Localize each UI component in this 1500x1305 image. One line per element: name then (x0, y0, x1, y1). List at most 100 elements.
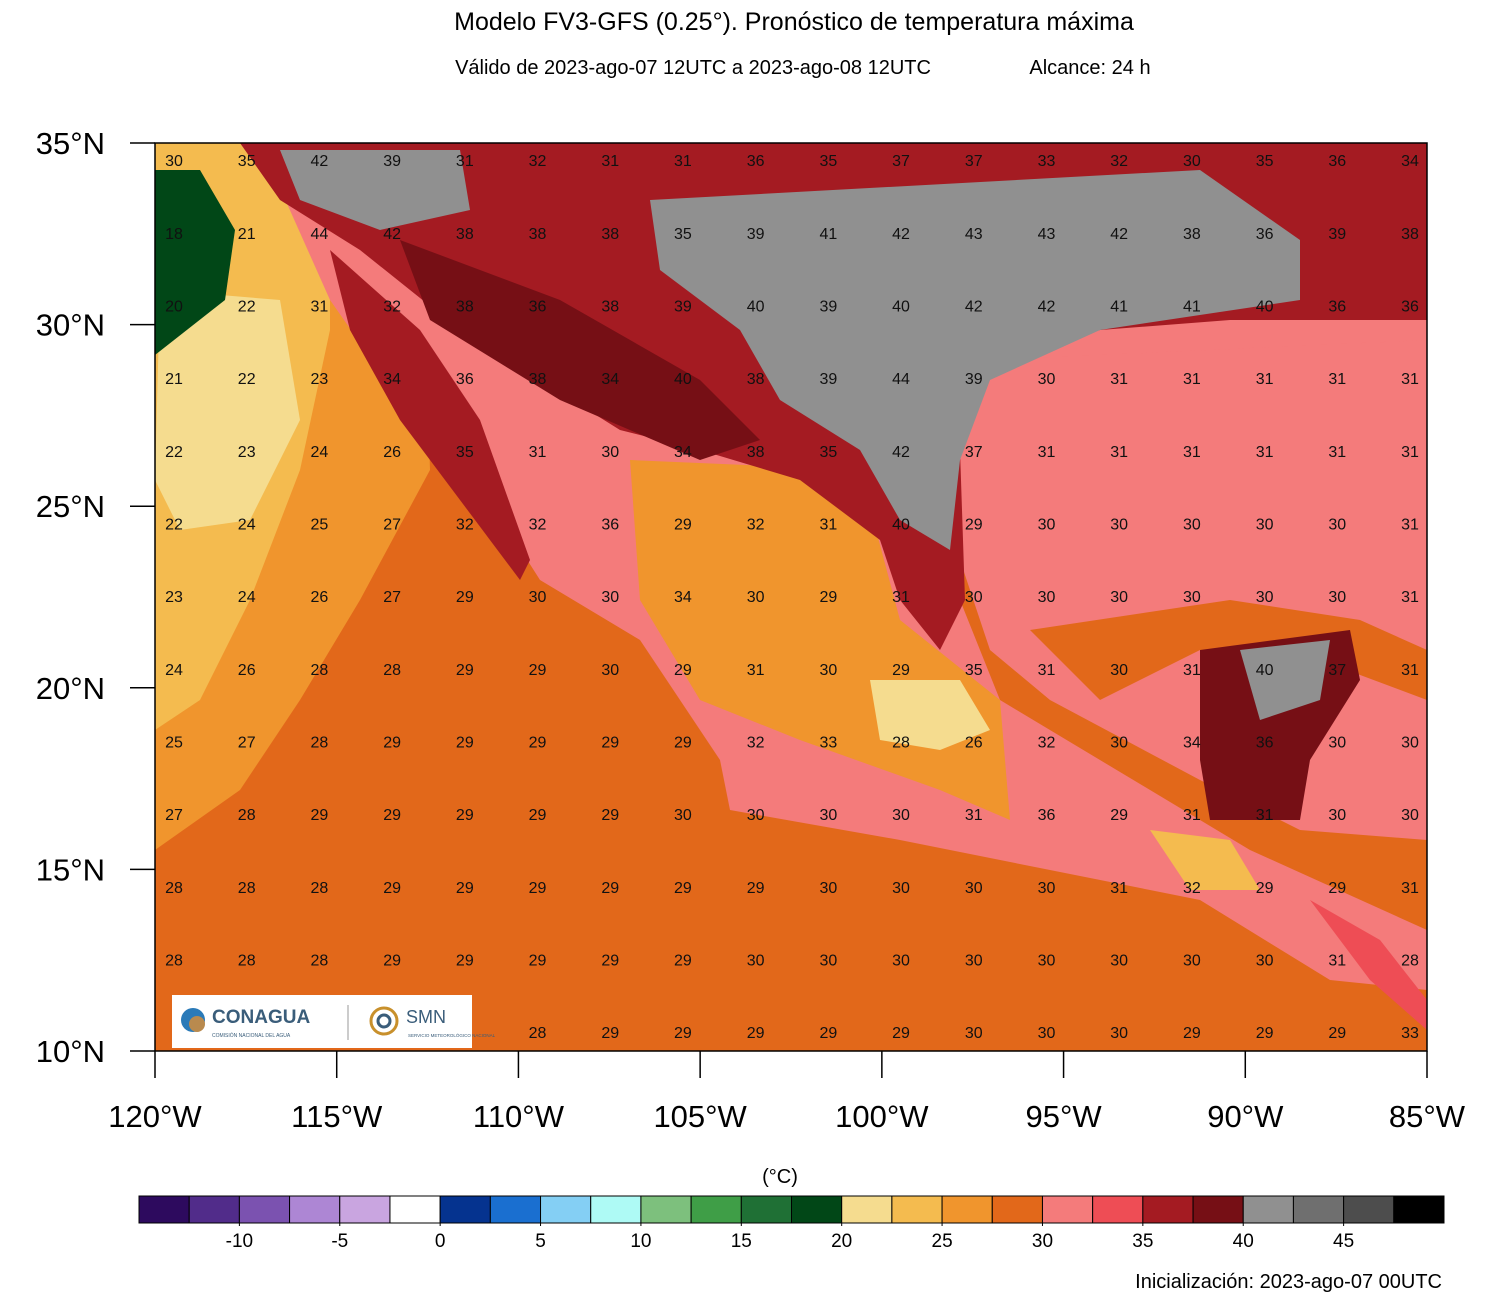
colorbar-label: -10 (226, 1231, 253, 1252)
temp-value: 38 (747, 371, 765, 388)
conagua: CONAGUA (212, 1007, 310, 1028)
temp-value: 42 (892, 444, 910, 461)
temp-value: 37 (965, 444, 983, 461)
temp-value: 36 (529, 299, 547, 316)
colorbar-box (188, 1195, 240, 1224)
colorbar-box (1242, 1195, 1294, 1224)
temp-value: 30 (1256, 953, 1274, 970)
temp-value: 28 (311, 880, 329, 897)
temp-value: 29 (456, 807, 474, 824)
temp-value: 29 (456, 589, 474, 606)
temp-value: 29 (1183, 1025, 1201, 1042)
temp-value: 31 (1401, 662, 1419, 679)
temp-value: 30 (1183, 589, 1201, 606)
temp-value: 30 (1110, 517, 1128, 534)
temp-value: 29 (892, 662, 910, 679)
temp-value: 25 (311, 517, 329, 534)
temp-value: 22 (165, 444, 183, 461)
temp-value: 26 (965, 735, 983, 752)
temp-value: 29 (601, 880, 619, 897)
temp-value: 30 (601, 662, 619, 679)
temp-value: 30 (819, 880, 837, 897)
colorbar-box (540, 1195, 592, 1224)
temp-value: 31 (456, 153, 474, 170)
temp-value: 30 (1110, 953, 1128, 970)
temp-value: 30 (601, 589, 619, 606)
temp-value: 35 (965, 662, 983, 679)
temp-value: 26 (383, 444, 401, 461)
temp-value: 40 (747, 299, 765, 316)
temp-value: 30 (1110, 589, 1128, 606)
temp-value: 31 (311, 299, 329, 316)
logo-box: CONAGUA COMISIÓN NACIONAL DEL AGUA SMN S… (172, 995, 496, 1048)
temp-value: 30 (1183, 953, 1201, 970)
temp-value: 29 (529, 807, 547, 824)
temp-value: 30 (1038, 371, 1056, 388)
temp-value: 30 (965, 589, 983, 606)
temp-value: 29 (819, 1025, 837, 1042)
colorbar-box (941, 1195, 993, 1224)
temp-value: 30 (1183, 153, 1201, 170)
temp-value: 40 (892, 299, 910, 316)
temp-value: 31 (601, 153, 619, 170)
temp-value: 30 (819, 807, 837, 824)
temp-value: 30 (747, 953, 765, 970)
temp-value: 29 (674, 880, 692, 897)
temp-value: 37 (892, 153, 910, 170)
temp-value: 30 (529, 589, 547, 606)
lon-label: 120°W (108, 1099, 202, 1134)
colorbar-box (339, 1195, 391, 1224)
temp-value: 31 (1401, 589, 1419, 606)
temp-value: 28 (311, 953, 329, 970)
temp-value: 40 (892, 517, 910, 534)
temp-value: 41 (1183, 299, 1201, 316)
temp-value: 29 (819, 589, 837, 606)
temp-value: 31 (1256, 371, 1274, 388)
temp-value: 31 (747, 662, 765, 679)
temp-value: 42 (383, 226, 401, 243)
temp-value: 38 (1401, 226, 1419, 243)
temp-value: 32 (1038, 735, 1056, 752)
temp-value: 31 (1183, 444, 1201, 461)
temp-value: 30 (1038, 953, 1056, 970)
colorbar-label: 30 (1032, 1231, 1053, 1252)
temp-value: 32 (747, 517, 765, 534)
temp-value: 36 (1328, 153, 1346, 170)
temp-value: 31 (1401, 371, 1419, 388)
temp-value: 30 (1110, 1025, 1128, 1042)
temp-value: 38 (601, 226, 619, 243)
temp-value: 36 (1038, 807, 1056, 824)
lon-label: 115°W (291, 1099, 383, 1134)
temp-value: 32 (383, 299, 401, 316)
temp-value: 29 (674, 735, 692, 752)
temp-value: 27 (383, 589, 401, 606)
temp-value: 31 (1328, 444, 1346, 461)
temp-value: 29 (1328, 1025, 1346, 1042)
colorbar-box (389, 1195, 441, 1224)
smn: SMN (406, 1007, 446, 1027)
temp-value: 38 (456, 299, 474, 316)
temp-value: 20 (165, 299, 183, 316)
temp-value: 29 (456, 953, 474, 970)
temp-value: 43 (965, 226, 983, 243)
lon-label: 95°W (1026, 1099, 1103, 1134)
temp-value: 29 (601, 735, 619, 752)
temp-value: 27 (383, 517, 401, 534)
temp-value: 31 (1110, 444, 1128, 461)
colorbar-box (1292, 1195, 1345, 1224)
temp-value: 23 (238, 444, 256, 461)
temp-value: 31 (1256, 444, 1274, 461)
temp-value: 35 (674, 226, 692, 243)
temp-value: 28 (892, 735, 910, 752)
temp-value: 30 (1110, 735, 1128, 752)
temp-value: 35 (456, 444, 474, 461)
temp-value: 31 (1110, 371, 1128, 388)
temp-value: 30 (892, 880, 910, 897)
colorbar-box (690, 1195, 742, 1224)
temp-value: 38 (456, 226, 474, 243)
temp-value: 29 (747, 880, 765, 897)
temp-value: 33 (1038, 153, 1056, 170)
temp-value: 36 (1256, 226, 1274, 243)
temp-value: 36 (1401, 299, 1419, 316)
temp-value: 30 (1328, 735, 1346, 752)
